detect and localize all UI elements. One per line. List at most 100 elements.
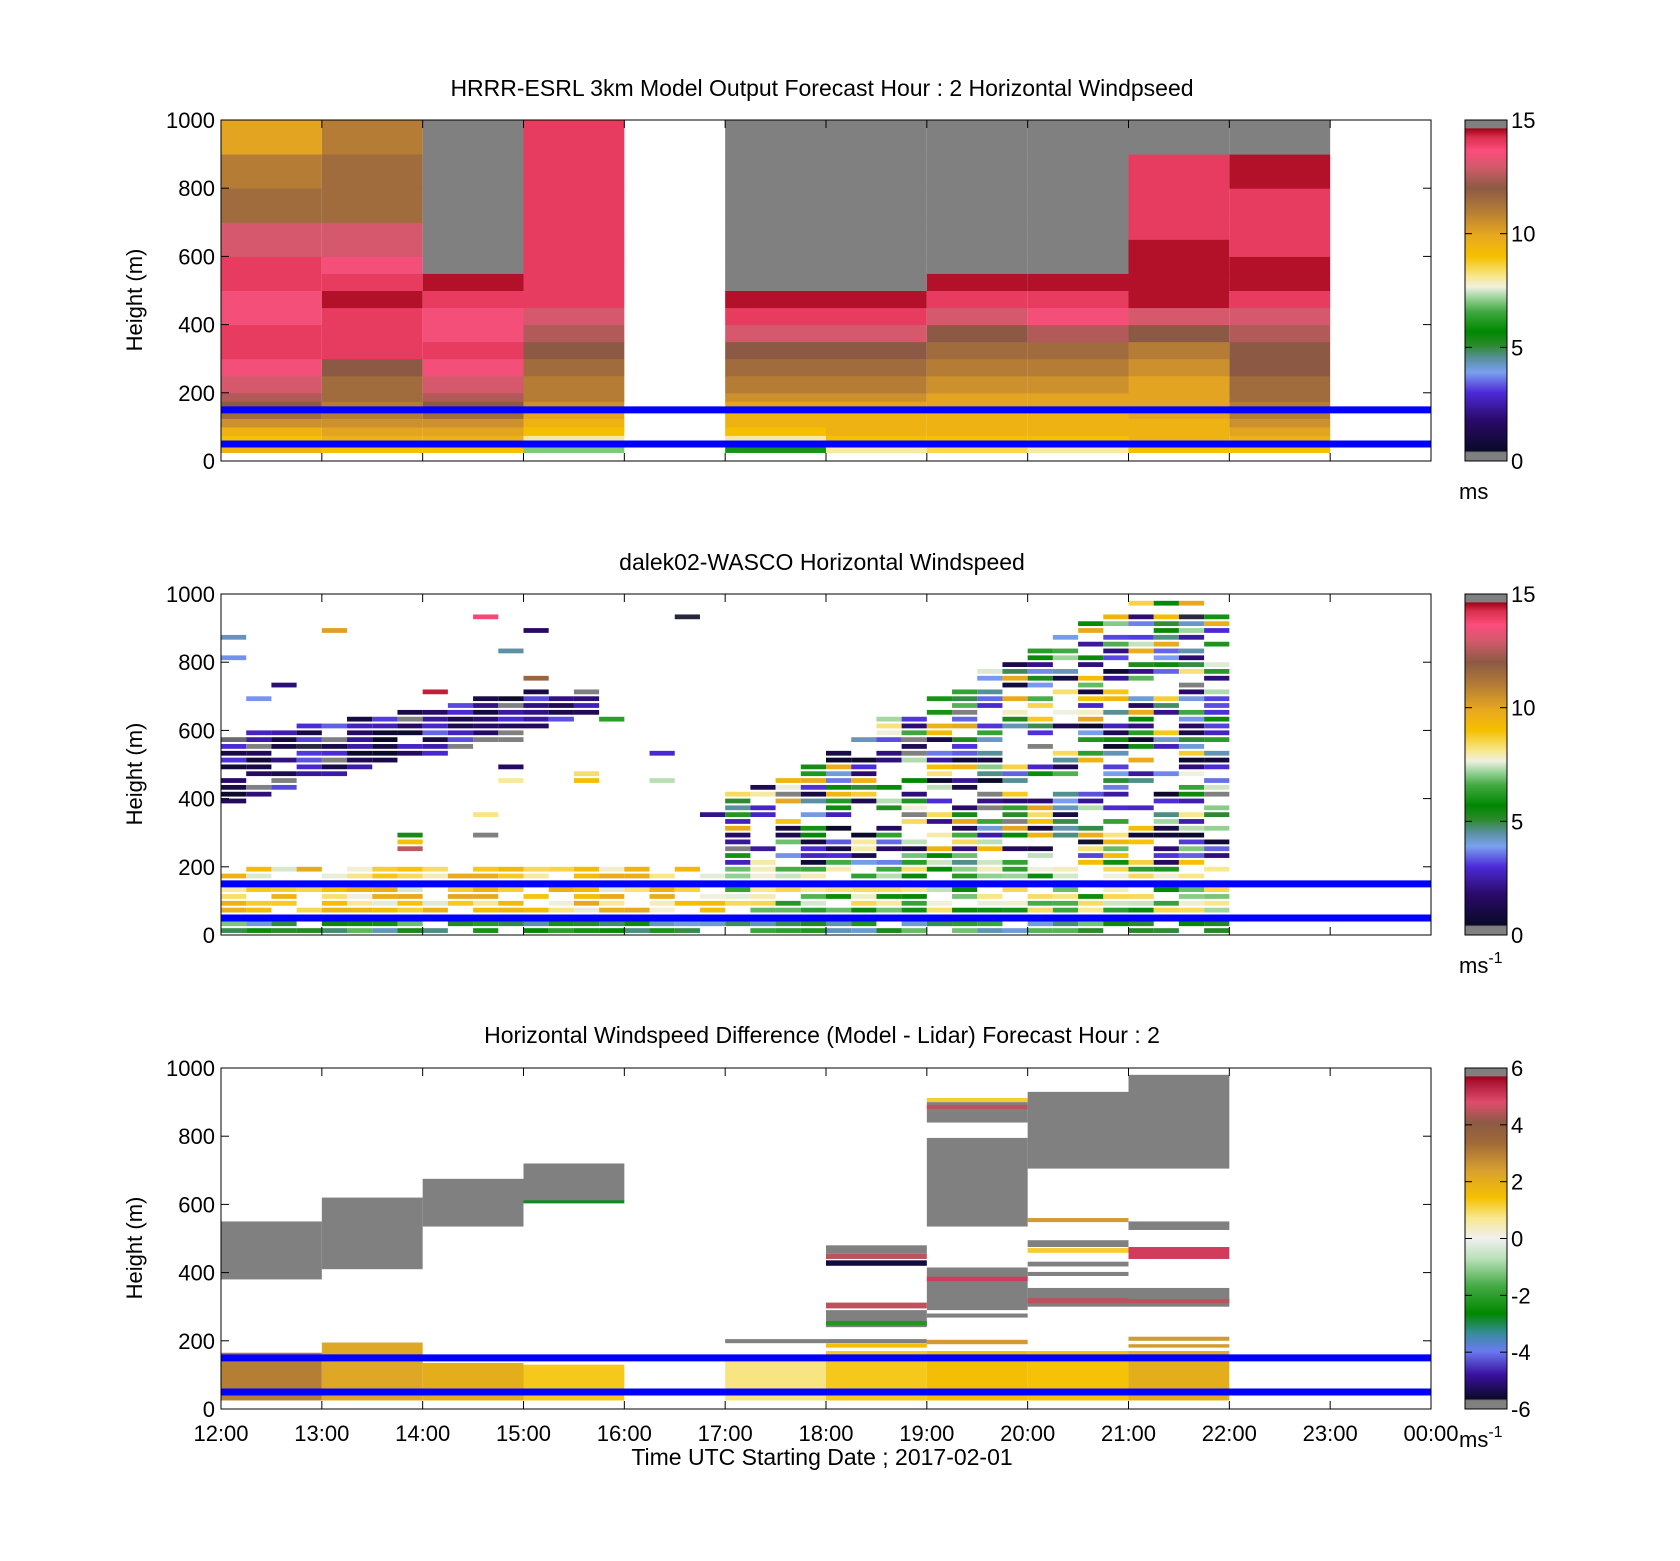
heatmap-cell [1178,825,1205,831]
heatmap-cell [599,887,625,893]
heatmap-cell [851,873,877,879]
heatmap-cell [548,928,574,933]
heatmap-cell [725,426,826,436]
heatmap-cell [1027,921,1053,927]
heatmap-cell [221,418,322,428]
heatmap-cell [1204,894,1230,899]
heatmap-cell [372,921,398,927]
heatmap-cell [851,771,877,777]
x-tick-label: 16:00 [597,1421,652,1446]
heatmap-cell [1002,791,1028,797]
heatmap-cell [221,120,322,155]
heatmap-cell [372,750,398,756]
colorbar-tick-label: 0 [1511,923,1523,948]
heatmap-cell [573,887,600,893]
heatmap-cell [750,784,776,790]
heatmap-cell [422,154,524,189]
heatmap-cell [800,887,826,893]
heatmap-cell [775,791,801,797]
y-tick-label: 800 [178,650,215,675]
heatmap-cell [372,866,398,872]
y-tick-label: 200 [178,855,215,880]
heatmap-cell [498,737,524,742]
heatmap-cell [926,900,953,906]
heatmap-cell [1128,1287,1230,1307]
heatmap-cell [498,716,524,722]
heatmap-cell [1027,900,1053,906]
heatmap-cell [1027,764,1053,770]
heatmap-cell [1204,812,1230,818]
heatmap-cell [952,784,978,790]
heatmap-cell [523,709,549,715]
heatmap-cell [800,784,826,790]
heatmap-cell [1002,907,1028,913]
heatmap-cell [901,887,927,893]
heatmap-cell [1027,853,1053,858]
heatmap-cell [1078,921,1104,927]
heatmap-cell [1027,648,1053,654]
colorbar-tick-label: 10 [1511,696,1535,721]
heatmap-cell [901,846,927,852]
heatmap-cell [1229,120,1331,155]
heatmap-cell [876,757,902,763]
heatmap-cell [548,866,574,872]
heatmap-cell [876,723,902,729]
heatmap-cell [1027,805,1053,811]
heatmap-cell [1128,614,1154,620]
heatmap-cell [624,928,650,933]
heatmap-cell [1027,928,1053,933]
heatmap-cell [977,723,1003,729]
heatmap-cell [926,239,1028,257]
heatmap-cell [926,812,953,818]
heatmap-cell [649,921,675,927]
reference-lines [221,1354,1431,1396]
heatmap-cell [321,256,423,274]
heatmap-cell [1052,723,1079,729]
heatmap-cell [573,894,600,899]
heatmap-cell [977,846,1003,852]
heatmap-cell [347,757,373,763]
heatmap-cell [826,798,852,804]
heatmap-cell [926,778,953,783]
heatmap-cell [422,866,448,872]
heatmap-cell [1153,628,1179,633]
heatmap-cell [1103,614,1129,620]
heatmap-cell [498,696,524,702]
heatmap-cell [321,873,348,879]
heatmap-cell [422,307,524,326]
heatmap-cell [926,273,1028,291]
heatmap-cell [473,900,499,906]
heatmap-cell [1078,894,1104,899]
heatmap-cell [826,443,927,453]
heatmap-cell [1078,798,1104,804]
heatmap-cell [1204,730,1230,736]
heatmap-cell [1153,825,1179,831]
heatmap-cell [221,401,322,411]
heatmap-cell [1002,778,1028,783]
heatmap-cell [977,907,1003,913]
heatmap-cell [750,887,776,893]
heatmap-cell [1178,648,1205,654]
heatmap-cell [1178,709,1205,715]
heatmap-cell [422,222,524,240]
colorbar-tick-label: -6 [1511,1397,1531,1422]
heatmap-cell [321,222,423,240]
heatmap-cell [1027,723,1053,729]
heatmap-cell [1027,812,1053,818]
heatmap-cell [422,737,448,742]
heatmap-cell [901,805,927,811]
heatmap-cell [1178,791,1205,797]
heatmap-cell [1103,859,1129,865]
heatmap-cell [649,778,675,783]
heatmap-cell [775,866,801,872]
heatmap-cell [926,737,953,742]
heatmap-cell [1027,1287,1129,1307]
heatmap-cell [1153,791,1179,797]
heatmap-cell [977,703,1003,708]
heatmap-cell [1128,1344,1230,1348]
heatmap-cell [573,696,600,702]
heatmap-cell [221,873,247,879]
heatmap-cell [775,907,801,913]
heatmap-cell [826,784,852,790]
heatmap-cell [523,866,549,872]
